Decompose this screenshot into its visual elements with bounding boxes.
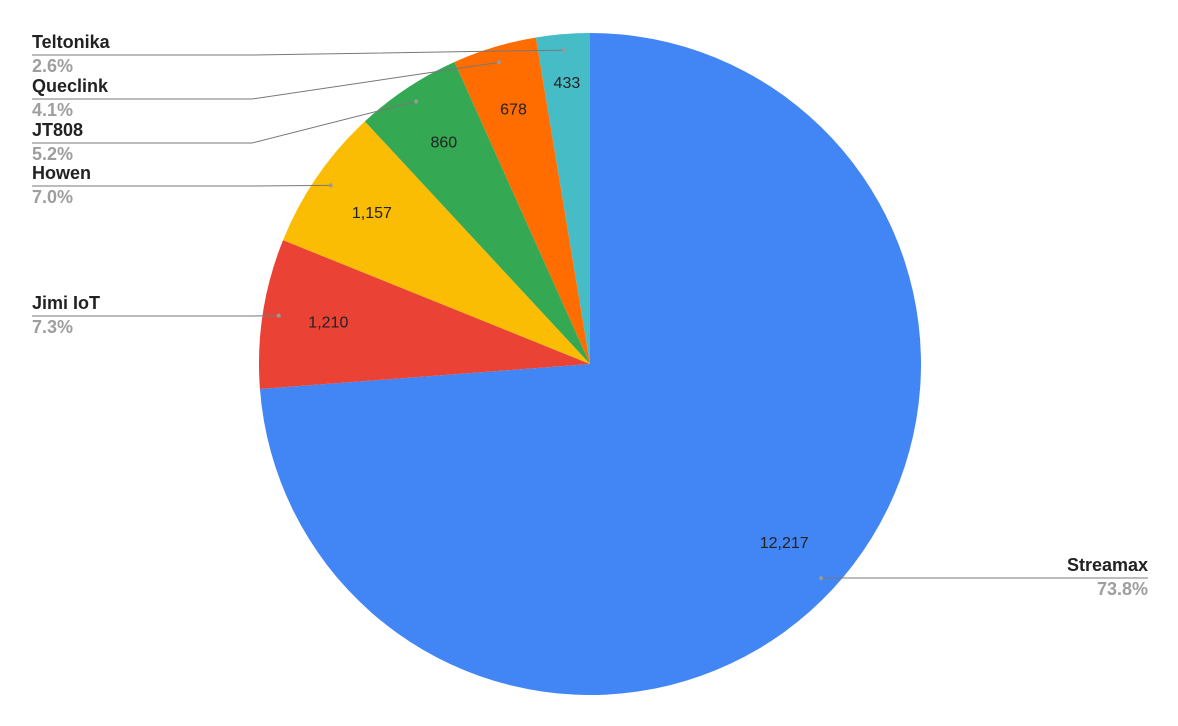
pie-slice bbox=[454, 37, 590, 364]
pie-slice bbox=[259, 240, 590, 390]
leader-dot bbox=[414, 99, 419, 104]
legend-name: JT808 bbox=[32, 120, 83, 140]
pie-slice bbox=[535, 33, 590, 364]
value-label: 1,210 bbox=[308, 315, 348, 332]
pie-slice bbox=[283, 121, 590, 364]
value-label: 12,217 bbox=[760, 535, 809, 552]
legend-percent: 7.3% bbox=[32, 317, 73, 337]
value-label: 860 bbox=[430, 134, 457, 151]
leader-line bbox=[32, 49, 565, 56]
pie-slice bbox=[259, 33, 921, 695]
legend-percent: 4.1% bbox=[32, 100, 73, 120]
legend-name: Streamax bbox=[1067, 555, 1148, 575]
value-label: 433 bbox=[554, 75, 581, 92]
value-label: 1,157 bbox=[352, 205, 392, 222]
legend-name: Queclink bbox=[32, 76, 109, 96]
legend-percent: 2.6% bbox=[32, 56, 73, 76]
legend-name: Jimi IoT bbox=[32, 293, 100, 313]
leader-dot bbox=[818, 576, 823, 581]
legend-name: Howen bbox=[32, 163, 91, 183]
legend-percent: 73.8% bbox=[1097, 579, 1148, 599]
leader-dot bbox=[328, 183, 333, 188]
legend-percent: 5.2% bbox=[32, 144, 73, 164]
legend-percent: 7.0% bbox=[32, 187, 73, 207]
leader-dot bbox=[497, 60, 502, 65]
value-label: 678 bbox=[500, 102, 527, 119]
leader-dot bbox=[276, 313, 281, 318]
leader-dot bbox=[562, 48, 567, 53]
pie-slice bbox=[364, 61, 590, 364]
leader-line bbox=[32, 184, 331, 187]
leader-line bbox=[32, 61, 500, 100]
leader-line bbox=[32, 100, 417, 144]
legend-name: Teltonika bbox=[32, 32, 111, 52]
